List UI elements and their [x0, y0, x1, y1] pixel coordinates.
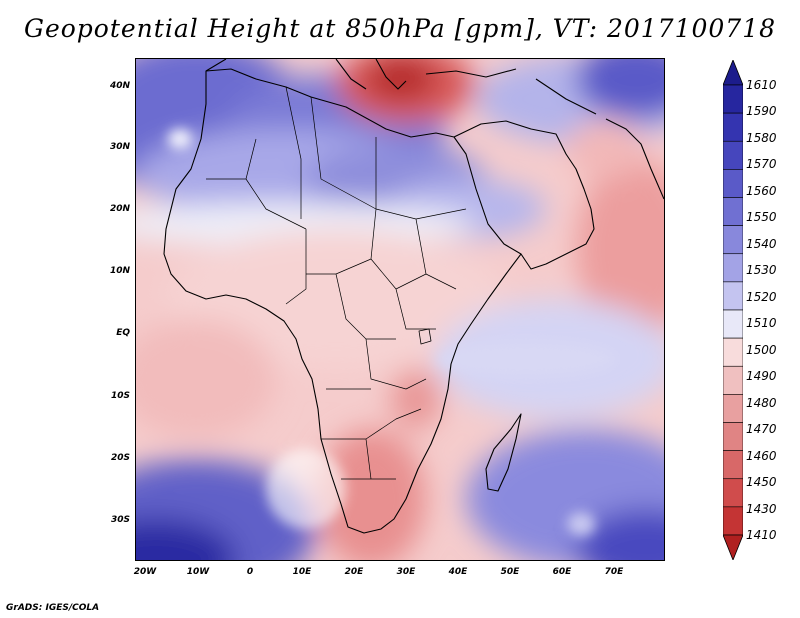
- colorbar-segment: [723, 506, 743, 536]
- colorbar-segment: [723, 309, 743, 339]
- lat-label-10n: 10N: [109, 266, 130, 276]
- chart-title: Geopotential Height at 850hPa [gpm], VT:…: [23, 14, 777, 43]
- colorbar-segment: [723, 450, 743, 480]
- lat-label-30n: 30N: [109, 142, 130, 152]
- colorbar-segment: [723, 253, 743, 283]
- india-coastline: [605, 118, 664, 200]
- lat-label-10s: 10S: [110, 391, 130, 401]
- lon-label-10e: 10E: [292, 567, 312, 577]
- colorbar-level-label: 1480: [746, 395, 777, 410]
- africa-coastline: [163, 68, 522, 534]
- colorbar-segment: [723, 422, 743, 451]
- arabia-coastline: [453, 120, 595, 270]
- colorbar-level-label: 1590: [746, 104, 777, 119]
- credit-text: GrADS: IGES/COLA: [6, 603, 100, 613]
- lat-label-eq: EQ: [116, 328, 130, 338]
- coastlines-borders: [163, 59, 664, 534]
- lon-label-10w: 10W: [186, 567, 210, 577]
- lon-label-0: 0: [246, 567, 254, 577]
- field-details: [168, 129, 616, 536]
- lon-label-20e: 20E: [344, 567, 364, 577]
- lat-label-20n: 20N: [109, 204, 130, 214]
- colorbar-level-label: 1570: [746, 157, 777, 172]
- colorbar-level-label: 1580: [746, 130, 777, 145]
- colorbar: [723, 60, 743, 560]
- field-shading: [136, 59, 664, 560]
- colorbar-level-label: 1610: [746, 78, 777, 92]
- colorbar-level-label: 1540: [746, 236, 777, 251]
- lon-label-50e: 50E: [500, 567, 520, 577]
- colorbar-level-label: 1490: [746, 369, 777, 384]
- madagascar-coastline: [485, 413, 522, 492]
- colorbar-segment: [723, 365, 743, 395]
- colorbar-segment: [723, 394, 743, 423]
- colorbar-top-arrow: [723, 60, 743, 86]
- colorbar-level-label: 1510: [746, 316, 777, 331]
- lon-label-30e: 30E: [396, 567, 416, 577]
- map-panel: [135, 58, 665, 561]
- colorbar-segment: [723, 112, 743, 142]
- colorbar-segment: [723, 197, 743, 226]
- lat-label-40n: 40N: [109, 81, 130, 91]
- colorbar-segment: [723, 478, 743, 508]
- lat-label-20s: 20S: [110, 453, 130, 463]
- europe-coastline: [205, 59, 597, 115]
- lon-label-40e: 40E: [448, 567, 468, 577]
- lake-victoria: [418, 328, 432, 345]
- colorbar-level-label: 1410: [746, 528, 777, 542]
- colorbar-level-label: 1460: [746, 448, 777, 463]
- colorbar-bottom-arrow: [723, 534, 743, 560]
- colorbar-level-label: 1560: [746, 183, 777, 198]
- colorbar-segment: [723, 225, 743, 255]
- colorbar-segment: [723, 140, 743, 170]
- colorbar-level-label: 1520: [746, 289, 777, 304]
- lon-label-20w: 20W: [133, 567, 157, 577]
- lat-label-30s: 30S: [110, 515, 130, 525]
- colorbar-segment: [723, 169, 743, 198]
- internal-borders: [206, 86, 467, 480]
- colorbar-level-label: 1430: [746, 501, 777, 516]
- colorbar-segment: [723, 281, 743, 311]
- colorbar-level-label: 1500: [746, 342, 777, 357]
- colorbar-level-label: 1550: [746, 210, 777, 225]
- colorbar-segment: [723, 84, 743, 114]
- colorbar-level-label: 1530: [746, 263, 777, 278]
- colorbar-level-label: 1450: [746, 475, 777, 490]
- colorbar-segment: [723, 337, 743, 367]
- lon-label-60e: 60E: [552, 567, 572, 577]
- colorbar-level-label: 1470: [746, 422, 777, 437]
- geopotential-field-map: [136, 59, 664, 560]
- lon-label-70e: 70E: [604, 567, 624, 577]
